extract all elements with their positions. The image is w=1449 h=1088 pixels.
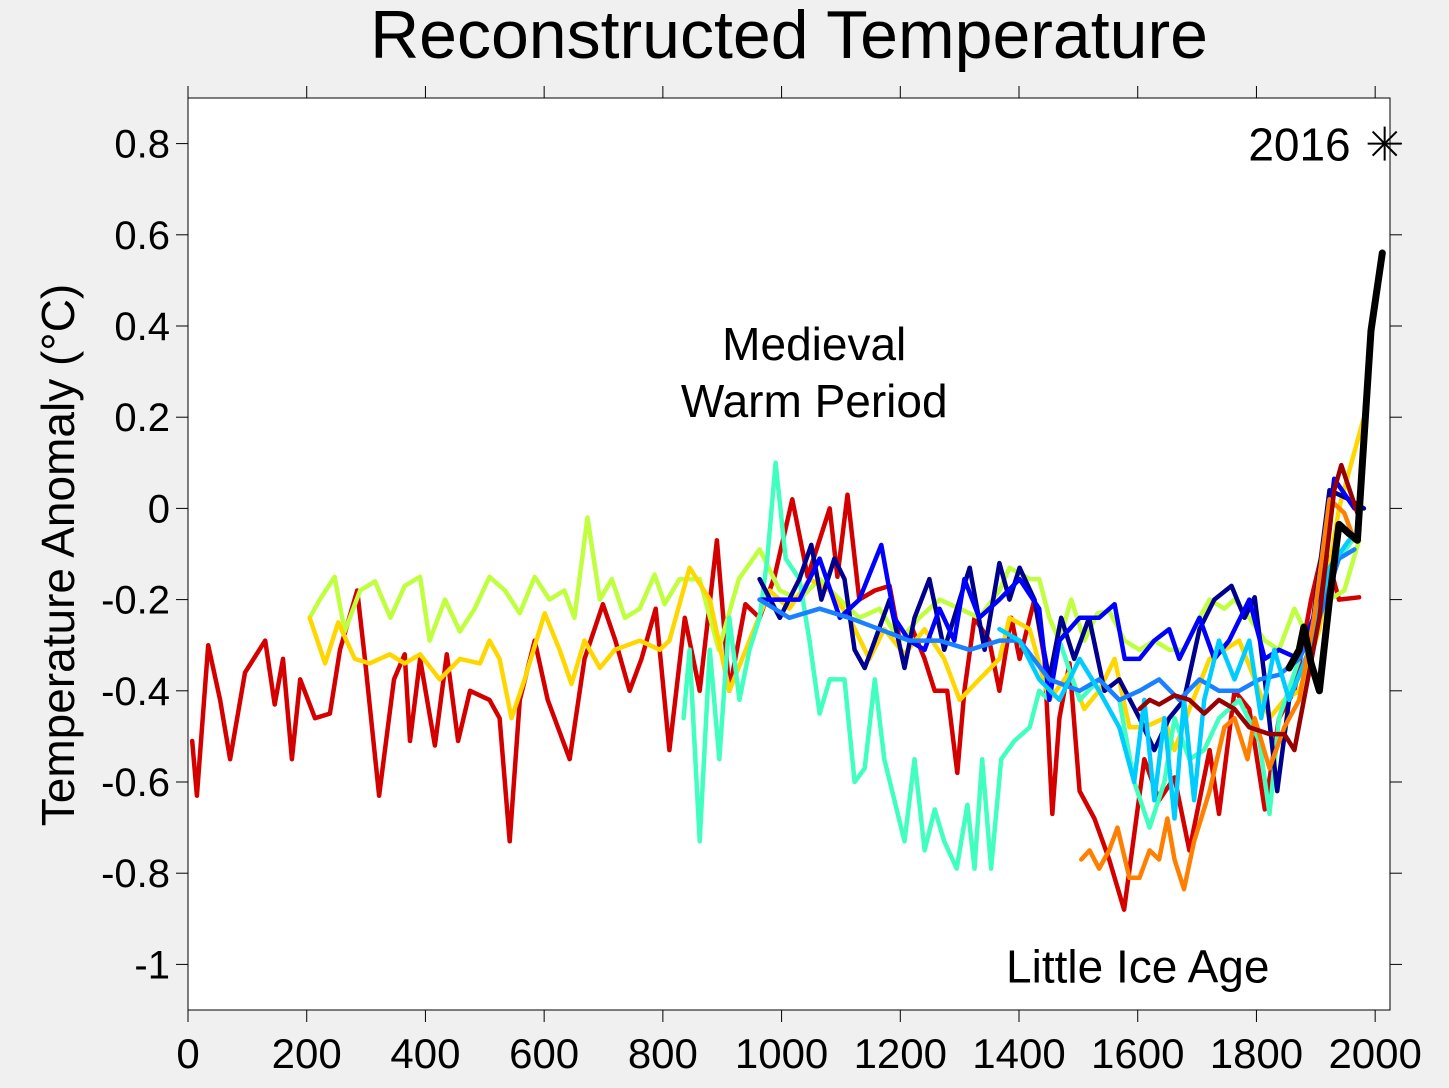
y-tick-label: 0.8 [114,123,170,167]
series-line-3 [681,460,1362,871]
annotation-label: Warm Period [681,375,948,427]
x-tick-label: 0 [176,1030,199,1077]
y-tick-label: -0.4 [101,670,170,714]
x-tick-label: 800 [628,1030,698,1077]
x-tick-label: 1400 [972,1030,1065,1077]
y-tick-label: -0.6 [101,761,170,805]
y-tick-label: -0.8 [101,852,170,896]
y-tick-label: 0 [148,487,170,531]
x-tick-label: 2000 [1328,1030,1421,1077]
series-line-8 [1079,497,1357,892]
annotation-label: Medieval [722,318,906,370]
y-axis-label: Temperature Anomaly (°C) [32,284,84,826]
x-tick-label: 1000 [735,1030,828,1077]
asterisk-stroke [1371,130,1398,157]
series-lines [189,249,1386,912]
y-tick-label: -1 [134,943,170,987]
series-line-9 [1137,462,1360,753]
y-tick-label: 0.2 [114,396,170,440]
series-line-7 [997,538,1352,821]
series-line-5 [757,476,1357,703]
x-tick-label: 400 [390,1030,460,1077]
x-tick-label: 200 [272,1030,342,1077]
y-tick-label: 0.6 [114,214,170,258]
plot-area [187,97,1391,1011]
x-tick-label: 1600 [1091,1030,1184,1077]
chart-title: Reconstructed Temperature [370,0,1208,73]
x-tick-label: 1800 [1210,1030,1303,1077]
marker-label: 2016 [1248,119,1350,171]
axis-ticks: 0 200 400 600 800 1000 1200 1400 1600 1800 2000 0.8… [101,86,1422,1077]
y-tick-label: 0.4 [114,305,170,349]
annotation-label: Little Ice Age [1006,941,1269,993]
x-tick-label: 600 [509,1030,579,1077]
series-line-6 [757,547,1357,703]
asterisk-marker-icon [1367,126,1402,161]
y-tick-label: -0.2 [101,579,170,623]
series-line-10 [1285,249,1386,695]
x-tick-label: 1200 [854,1030,947,1077]
